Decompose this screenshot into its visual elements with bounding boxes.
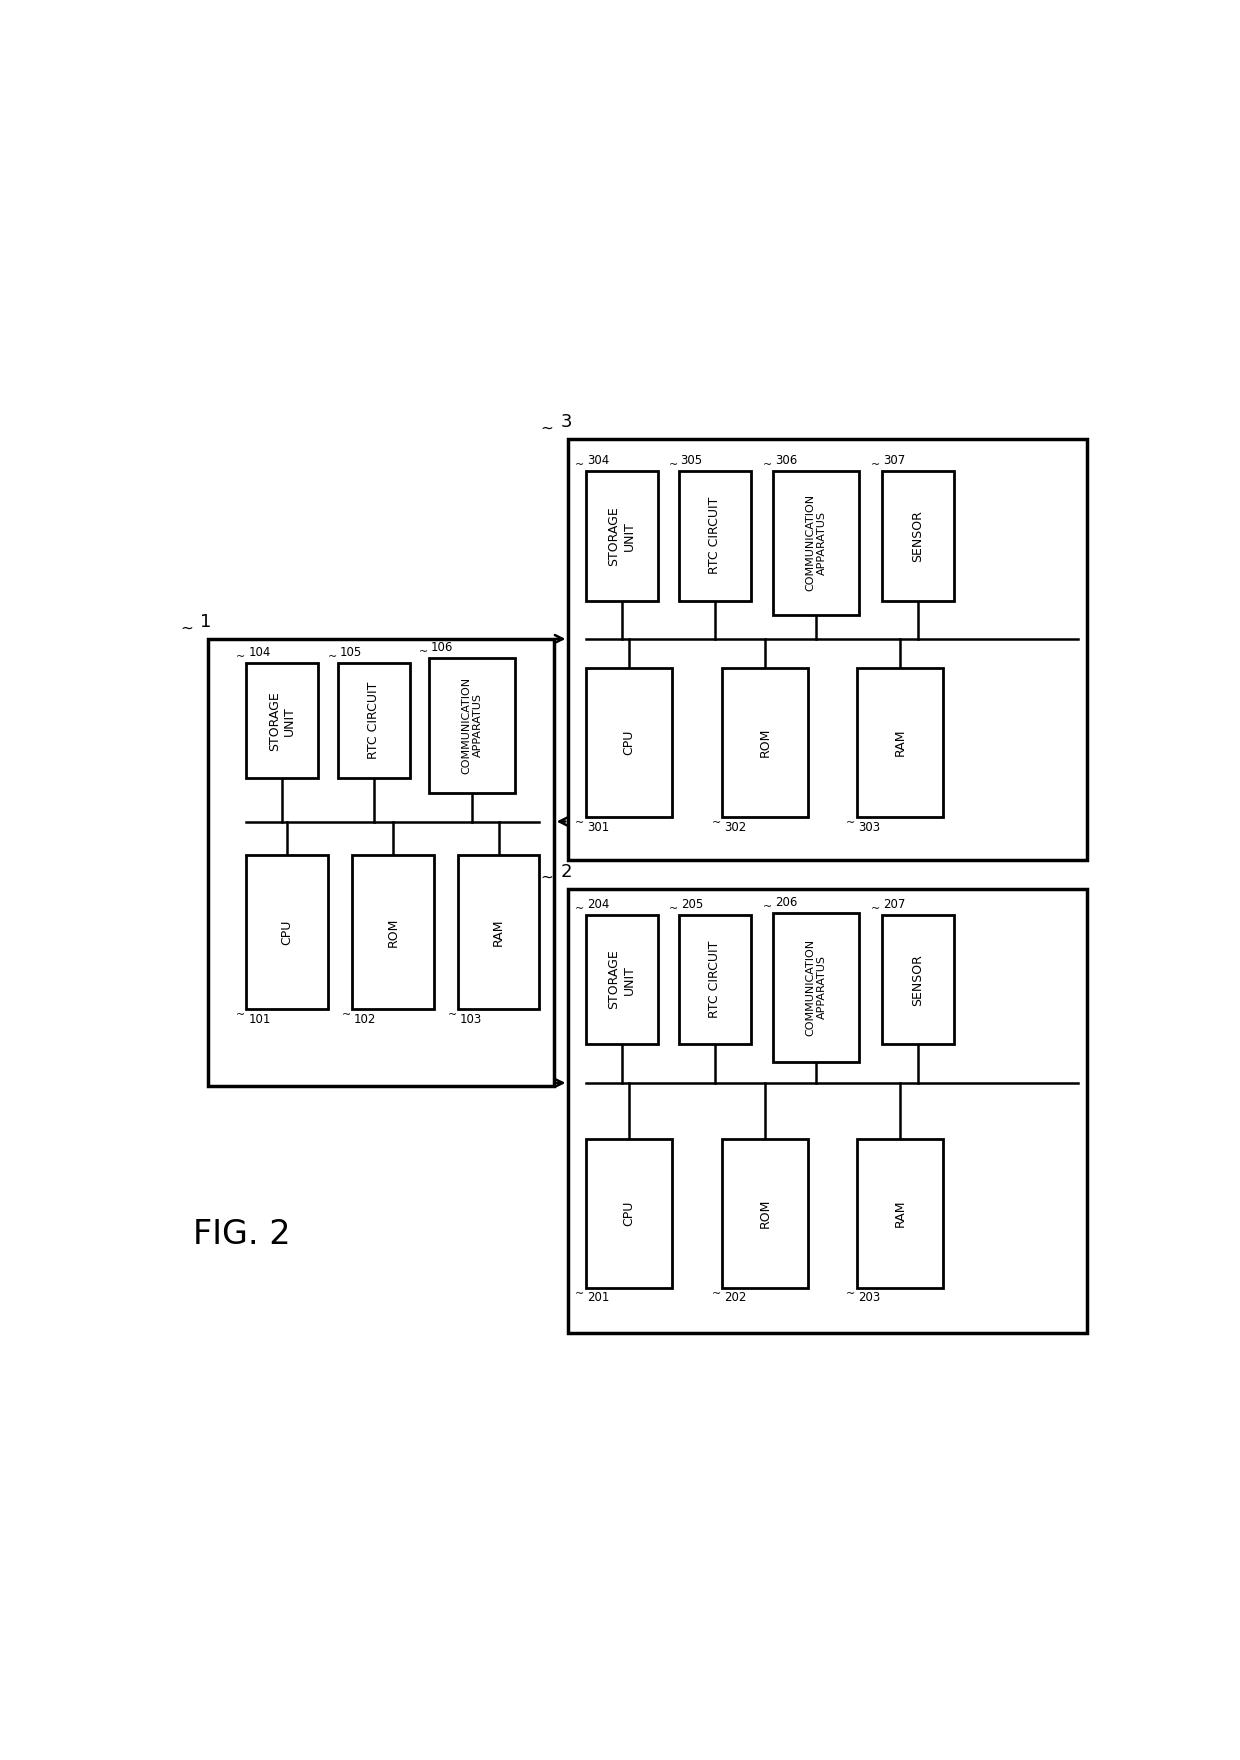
Bar <box>352 855 434 1008</box>
Bar <box>722 1139 808 1288</box>
Bar <box>429 658 516 792</box>
Bar <box>568 889 1087 1332</box>
Text: STORAGE
UNIT: STORAGE UNIT <box>608 950 636 1010</box>
Text: ROM: ROM <box>759 1199 771 1228</box>
Text: 307: 307 <box>883 454 905 466</box>
Bar <box>585 667 672 817</box>
Bar <box>678 470 750 600</box>
Text: ~: ~ <box>668 905 678 913</box>
Text: ~: ~ <box>575 905 584 913</box>
Text: ~: ~ <box>763 459 773 470</box>
Text: COMMUNICATION
APPARATUS: COMMUNICATION APPARATUS <box>805 495 827 591</box>
Text: ~: ~ <box>668 459 678 470</box>
Text: ~: ~ <box>541 869 553 885</box>
Text: ~: ~ <box>575 1288 584 1299</box>
Text: ~: ~ <box>448 1010 456 1019</box>
Bar <box>337 664 409 778</box>
Text: ~: ~ <box>236 651 246 662</box>
Text: 305: 305 <box>681 454 703 466</box>
Text: 202: 202 <box>724 1292 746 1304</box>
Bar <box>458 855 539 1008</box>
Text: 103: 103 <box>460 1012 482 1026</box>
Text: ~: ~ <box>847 818 856 827</box>
Text: 205: 205 <box>681 898 703 912</box>
Text: ~: ~ <box>712 818 720 827</box>
Text: CPU: CPU <box>622 1200 635 1225</box>
Text: 201: 201 <box>588 1292 610 1304</box>
Text: RAM: RAM <box>893 1199 906 1227</box>
Text: SENSOR: SENSOR <box>911 954 924 1005</box>
Text: 304: 304 <box>588 454 610 466</box>
Bar <box>882 470 954 600</box>
Text: ~: ~ <box>419 648 428 656</box>
Text: RAM: RAM <box>893 729 906 757</box>
Bar <box>773 913 859 1061</box>
Text: 302: 302 <box>724 820 746 834</box>
Text: 104: 104 <box>248 646 270 660</box>
Text: RTC CIRCUIT: RTC CIRCUIT <box>708 942 722 1019</box>
Text: SENSOR: SENSOR <box>911 510 924 561</box>
Text: 204: 204 <box>588 898 610 912</box>
Text: CPU: CPU <box>280 919 294 945</box>
Bar <box>857 667 942 817</box>
Text: RAM: RAM <box>492 919 505 945</box>
Text: FIG. 2: FIG. 2 <box>193 1218 291 1251</box>
Text: 1: 1 <box>200 612 212 632</box>
Text: STORAGE
UNIT: STORAGE UNIT <box>608 505 636 565</box>
Text: 303: 303 <box>858 820 880 834</box>
Bar <box>882 915 954 1044</box>
Text: COMMUNICATION
APPARATUS: COMMUNICATION APPARATUS <box>805 938 827 1037</box>
Text: ~: ~ <box>327 651 336 662</box>
Text: ROM: ROM <box>759 727 771 757</box>
Text: 101: 101 <box>248 1012 270 1026</box>
Bar <box>722 667 808 817</box>
Text: 306: 306 <box>775 454 797 466</box>
Text: RTC CIRCUIT: RTC CIRCUIT <box>367 681 381 759</box>
Bar <box>678 915 750 1044</box>
Text: ~: ~ <box>872 905 880 913</box>
Text: 2: 2 <box>560 862 572 882</box>
Text: COMMUNICATION
APPARATUS: COMMUNICATION APPARATUS <box>461 678 482 774</box>
Text: ~: ~ <box>342 1010 351 1019</box>
Text: ~: ~ <box>541 421 553 435</box>
Text: ~: ~ <box>712 1288 720 1299</box>
Text: 106: 106 <box>430 641 453 655</box>
Bar <box>208 639 554 1086</box>
Text: ~: ~ <box>872 459 880 470</box>
Text: RTC CIRCUIT: RTC CIRCUIT <box>708 496 722 574</box>
Text: 207: 207 <box>883 898 905 912</box>
Text: ~: ~ <box>180 620 193 635</box>
Text: ~: ~ <box>236 1010 246 1019</box>
Bar <box>568 438 1087 861</box>
Text: ~: ~ <box>763 901 773 912</box>
Text: 206: 206 <box>775 896 797 908</box>
Text: 3: 3 <box>560 414 572 431</box>
Text: STORAGE
UNIT: STORAGE UNIT <box>268 690 296 750</box>
Bar <box>247 855 327 1008</box>
Text: CPU: CPU <box>622 730 635 755</box>
Text: 102: 102 <box>353 1012 376 1026</box>
Text: 301: 301 <box>588 820 610 834</box>
Bar <box>857 1139 942 1288</box>
Text: ~: ~ <box>847 1288 856 1299</box>
Text: ~: ~ <box>575 459 584 470</box>
Bar <box>585 915 657 1044</box>
Text: 105: 105 <box>340 646 362 660</box>
Bar <box>585 1139 672 1288</box>
Text: ROM: ROM <box>387 917 399 947</box>
Text: ~: ~ <box>575 818 584 827</box>
Bar <box>247 664 319 778</box>
Bar <box>585 470 657 600</box>
Text: 203: 203 <box>858 1292 880 1304</box>
Bar <box>773 470 859 614</box>
